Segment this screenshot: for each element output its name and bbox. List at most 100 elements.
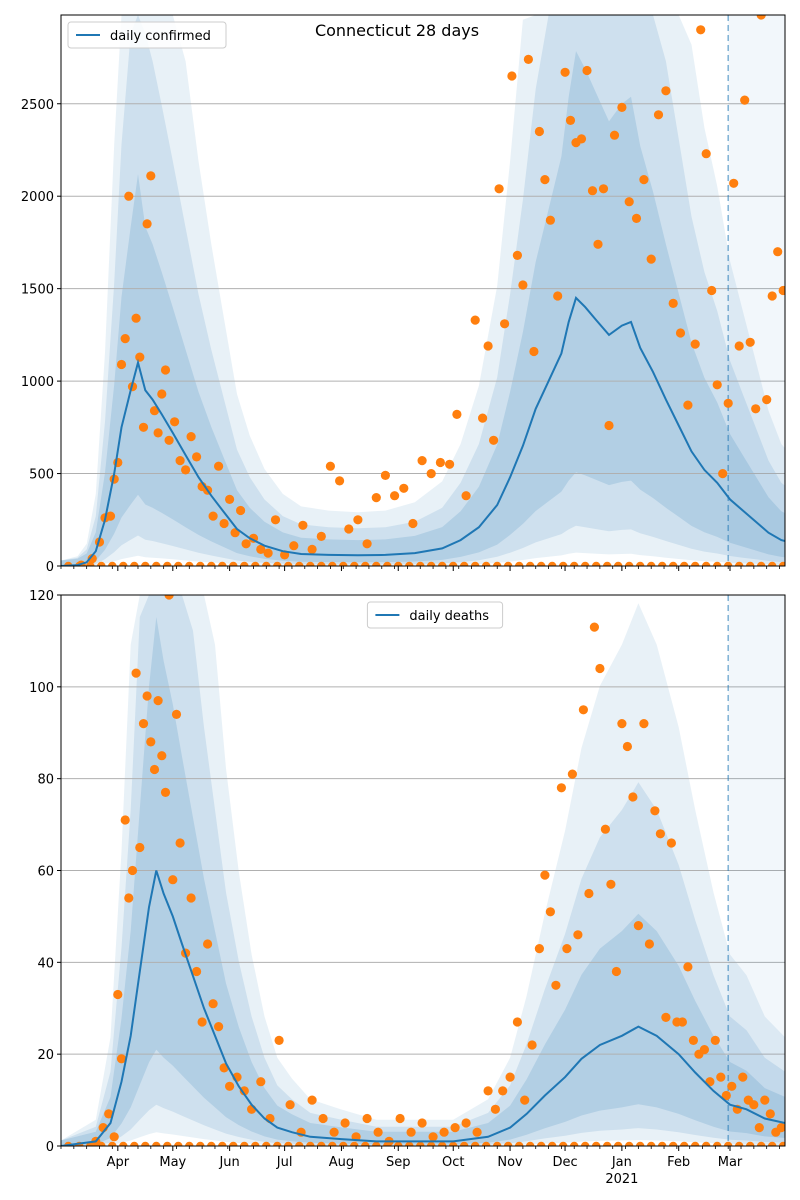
deaths-data-point <box>372 1141 381 1146</box>
deaths-data-point <box>540 870 550 880</box>
confirmed-plot-area <box>61 15 785 566</box>
deaths-data-point <box>428 1132 438 1142</box>
confirmed-data-point <box>702 561 711 566</box>
deaths-panel: 0 20 40 60 80 100 120 Apr May Jun Jul Aug Sep Oct Nov D… <box>29 589 786 1187</box>
confirmed-data-point <box>587 186 598 196</box>
deaths-data-point <box>515 1141 524 1146</box>
confirmed-band-2 <box>61 15 785 566</box>
deaths-data-point <box>168 875 178 885</box>
deaths-legend-label: daily deaths <box>409 609 489 624</box>
confirmed-data-point <box>604 420 614 431</box>
deaths-data-point <box>160 787 171 798</box>
deaths-band-2 <box>61 595 785 1146</box>
confirmed-data-point <box>565 115 576 125</box>
deaths-data-point <box>239 1086 249 1096</box>
deaths-ytick-label: 120 <box>29 589 54 604</box>
confirmed-data-point <box>718 469 728 479</box>
confirmed-data-point <box>119 561 128 566</box>
confirmed-data-point <box>192 452 202 462</box>
deaths-data-point <box>361 1141 370 1146</box>
deaths-ytick-label: 80 <box>37 773 54 788</box>
deaths-data-point <box>482 1141 491 1146</box>
deaths-data-point <box>307 1095 317 1105</box>
deaths-ytick-label: 100 <box>29 681 54 696</box>
deaths-data-point <box>644 939 655 949</box>
confirmed-data-point <box>426 469 436 479</box>
deaths-data-point <box>207 1141 216 1146</box>
deaths-data-point <box>527 1040 537 1050</box>
deaths-data-point <box>197 1017 207 1027</box>
confirmed-data-point <box>647 561 656 566</box>
confirmed-data-point <box>723 398 733 408</box>
confirmed-data-point <box>593 239 603 249</box>
confirmed-data-point <box>668 298 678 308</box>
deaths-data-point <box>218 1141 227 1146</box>
deaths-ytick-label: 40 <box>37 956 54 971</box>
confirmed-data-point <box>138 422 149 432</box>
confirmed-data-point <box>661 86 671 96</box>
deaths-data-point <box>146 737 156 747</box>
confirmed-data-point <box>734 341 744 351</box>
confirmed-data-point <box>196 561 205 566</box>
deaths-data-point <box>556 783 567 793</box>
confirmed-data-point <box>116 359 127 370</box>
confirmed-data-point <box>680 561 689 566</box>
confirmed-data-point <box>617 102 627 112</box>
confirmed-data-point <box>669 561 678 566</box>
deaths-data-point <box>196 1141 205 1146</box>
confirmed-data-point <box>735 561 744 566</box>
deaths-data-point <box>548 1141 557 1146</box>
confirmed-data-point <box>383 561 392 566</box>
deaths-data-point <box>124 893 134 903</box>
confirmed-data-point <box>746 561 755 566</box>
confirmed-data-point <box>108 561 117 566</box>
deaths-data-point <box>164 595 174 600</box>
confirmed-data-point <box>394 561 403 566</box>
confirmed-data-point <box>762 395 772 405</box>
confirmed-data-point <box>146 171 156 181</box>
confirmed-data-point <box>335 476 345 486</box>
confirmed-data-point <box>526 561 535 566</box>
deaths-data-point <box>113 989 123 1000</box>
confirmed-data-point <box>174 561 183 566</box>
deaths-data-point <box>328 1141 337 1146</box>
confirmed-data-point <box>639 175 649 185</box>
confirmed-data-point <box>124 191 134 201</box>
deaths-data-point <box>130 1141 139 1146</box>
confirmed-data-point <box>263 548 273 558</box>
confirmed-data-point <box>273 561 282 566</box>
confirmed-data-point <box>362 539 372 549</box>
confirmed-data-point <box>483 341 493 351</box>
confirmed-data-point <box>470 315 480 325</box>
confirmed-data-point <box>603 561 612 566</box>
deaths-data-point <box>589 622 600 632</box>
confirmed-data-point <box>614 561 623 566</box>
deaths-data-point <box>174 1141 183 1146</box>
deaths-data-point <box>721 1090 731 1101</box>
deaths-data-point <box>625 1141 634 1146</box>
deaths-data-point <box>559 1141 568 1146</box>
confirmed-data-point <box>131 313 141 323</box>
deaths-data-point <box>757 1141 766 1146</box>
confirmed-data-point <box>545 215 556 225</box>
deaths-data-point <box>317 1141 326 1146</box>
confirmed-data-point <box>214 461 224 471</box>
deaths-data-point <box>127 865 138 876</box>
confirmed-data-point <box>773 247 783 257</box>
deaths-data-point <box>614 1141 623 1146</box>
deaths-data-point <box>567 769 578 779</box>
deaths-data-point <box>274 1035 284 1045</box>
confirmed-data-point <box>675 328 686 338</box>
confirmed-ytick-label: 2500 <box>21 98 54 113</box>
confirmed-observed-points <box>64 15 785 566</box>
confirmed-data-point <box>779 561 785 566</box>
confirmed-data-point <box>219 518 229 529</box>
confirmed-data-point <box>353 515 363 525</box>
deaths-data-point <box>765 1109 775 1119</box>
deaths-data-point <box>760 1095 770 1105</box>
confirmed-band-1 <box>61 15 785 566</box>
confirmed-data-point <box>518 280 528 290</box>
deaths-data-point <box>710 1035 720 1045</box>
deaths-data-point <box>504 1141 513 1146</box>
confirmed-data-point <box>417 456 427 466</box>
